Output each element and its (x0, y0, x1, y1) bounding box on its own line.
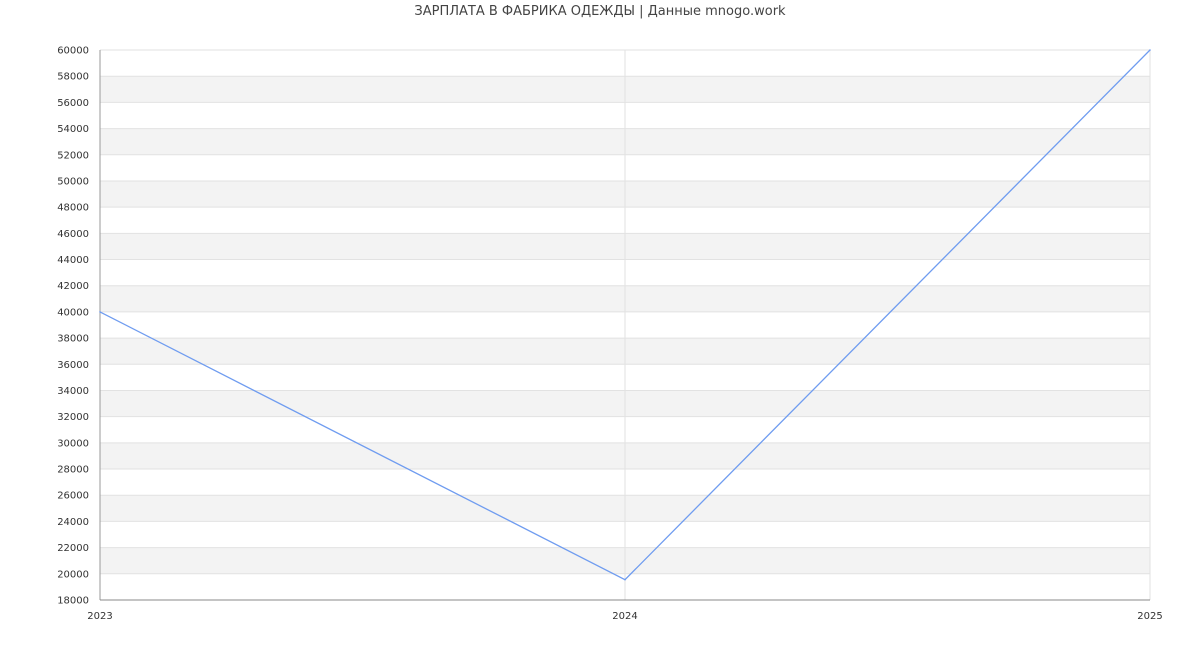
y-tick-label: 22000 (57, 543, 89, 554)
x-tick-label: 2023 (87, 611, 112, 622)
x-tick-label: 2025 (1137, 611, 1162, 622)
y-tick-label: 56000 (57, 98, 89, 109)
y-tick-label: 58000 (57, 72, 89, 83)
y-tick-label: 34000 (57, 386, 89, 397)
x-tick-label: 2024 (612, 611, 637, 622)
y-tick-label: 36000 (57, 360, 89, 371)
y-tick-label: 60000 (57, 46, 89, 57)
chart-title: ЗАРПЛАТА В ФАБРИКА ОДЕЖДЫ | Данные mnogo… (414, 4, 786, 19)
y-tick-label: 40000 (57, 307, 89, 318)
y-tick-label: 54000 (57, 124, 89, 135)
y-tick-label: 32000 (57, 412, 89, 423)
data-point (1149, 49, 1151, 51)
y-tick-label: 20000 (57, 569, 89, 580)
y-tick-label: 24000 (57, 517, 89, 528)
y-tick-label: 38000 (57, 334, 89, 345)
y-tick-label: 52000 (57, 150, 89, 161)
y-tick-label: 46000 (57, 229, 89, 240)
data-point (624, 578, 626, 581)
y-tick-label: 26000 (57, 491, 89, 502)
y-tick-label: 18000 (57, 596, 89, 607)
y-tick-label: 44000 (57, 255, 89, 266)
y-tick-label: 42000 (57, 281, 89, 292)
y-tick-label: 30000 (57, 438, 89, 449)
data-point (99, 311, 101, 313)
y-tick-label: 48000 (57, 203, 89, 214)
y-tick-label: 28000 (57, 465, 89, 476)
y-tick-label: 50000 (57, 176, 89, 187)
